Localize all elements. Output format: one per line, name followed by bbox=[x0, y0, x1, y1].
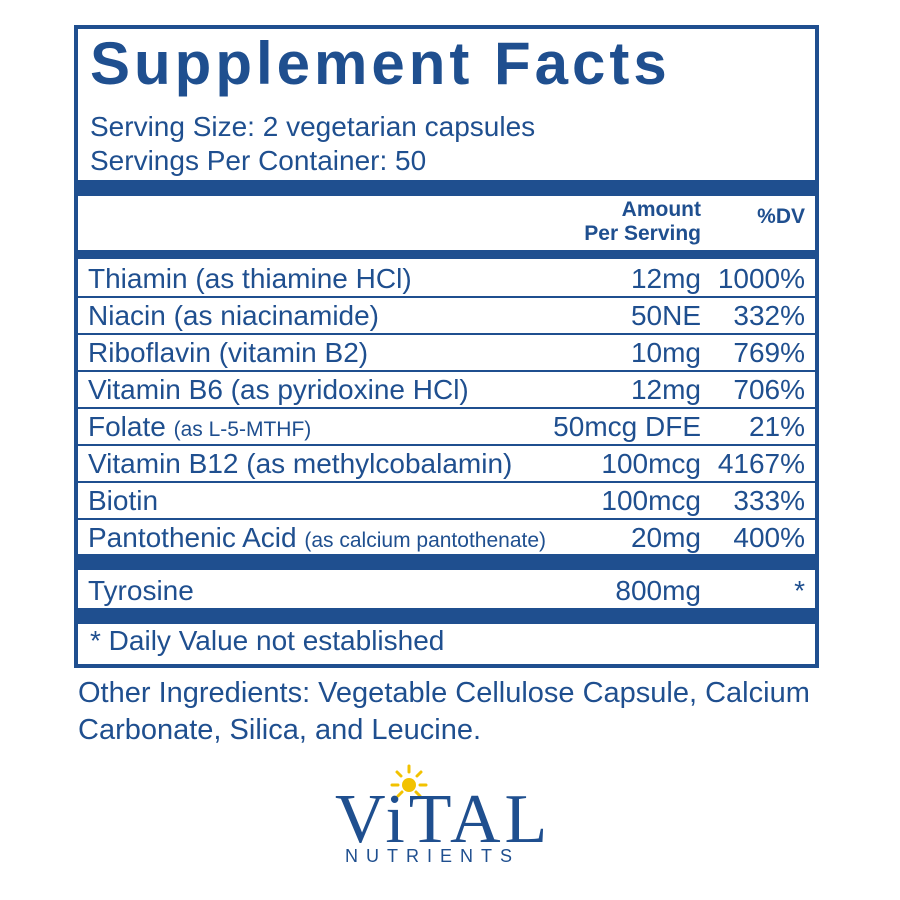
nutrient-name: Thiamin (as thiamine HCl) bbox=[88, 262, 412, 296]
row-divider bbox=[78, 444, 815, 446]
column-header-amount: Amount Per Serving bbox=[584, 198, 701, 246]
nutrient-row: Niacin (as niacinamide) 50NE 332% bbox=[78, 298, 815, 334]
footnote: * Daily Value not established bbox=[90, 625, 445, 656]
other-ingredients: Other Ingredients: Vegetable Cellulose C… bbox=[78, 677, 810, 746]
column-header-amount-line1: Amount bbox=[621, 198, 701, 221]
nutrient-amount: 12mg bbox=[630, 263, 701, 294]
nutrient-row: Vitamin B6 (as pyridoxine HCl) 12mg 706% bbox=[78, 372, 815, 408]
row-divider bbox=[78, 296, 815, 298]
medium-divider bbox=[78, 250, 815, 259]
nutrient-row: Folate (as L-5-MTHF) 50mcg DFE 21% bbox=[78, 409, 815, 445]
nutrient-name: Tyrosine bbox=[88, 575, 194, 606]
logo-subtitle: NUTRIENTS bbox=[345, 846, 520, 866]
nutrient-name: Vitamin B12 (as methylcobalamin) bbox=[88, 447, 512, 481]
nutrient-name-main: Vitamin B6 (as pyridoxine HCl) bbox=[88, 374, 469, 405]
nutrient-name: Niacin (as niacinamide) bbox=[88, 299, 379, 333]
serving-size: Serving Size: 2 vegetarian capsules bbox=[90, 111, 536, 142]
nutrient-dv: * bbox=[794, 575, 805, 606]
nutrient-dv: 400% bbox=[733, 522, 805, 553]
nutrient-name-main: Pantothenic Acid bbox=[88, 522, 297, 553]
logo-wordmark: ViTAL bbox=[335, 781, 552, 858]
nutrient-amount: 800mg bbox=[615, 575, 701, 606]
nutrient-name: Vitamin B6 (as pyridoxine HCl) bbox=[88, 373, 469, 407]
nutrient-row: Vitamin B12 (as methylcobalamin) 100mcg 41… bbox=[78, 446, 815, 482]
nutrient-amount: 50NE bbox=[630, 300, 701, 331]
nutrient-dv: 1000% bbox=[717, 263, 805, 294]
nutrient-amount: 12mg bbox=[630, 374, 701, 405]
nutrient-amount: 100mcg bbox=[601, 485, 701, 516]
nutrient-name-main: Folate bbox=[88, 411, 166, 442]
row-divider bbox=[78, 370, 815, 372]
row-divider bbox=[78, 481, 815, 483]
nutrient-amount: 10mg bbox=[630, 337, 701, 368]
nutrient-dv: 4167% bbox=[717, 448, 805, 479]
thick-divider-middle bbox=[78, 554, 815, 570]
nutrient-name-main: Thiamin (as thiamine HCl) bbox=[88, 263, 412, 294]
nutrient-row-tyrosine: Tyrosine 800mg * bbox=[78, 573, 815, 609]
nutrient-amount: 20mg bbox=[630, 522, 701, 553]
column-header-amount-line2: Per Serving bbox=[584, 222, 701, 245]
nutrient-row: Thiamin (as thiamine HCl) 12mg 1000% bbox=[78, 261, 815, 297]
nutrient-row: Pantothenic Acid (as calcium pantothenat… bbox=[78, 520, 815, 556]
nutrient-name-main: Riboflavin (vitamin B2) bbox=[88, 337, 369, 368]
nutrient-name: Folate (as L-5-MTHF) bbox=[88, 410, 311, 447]
servings-per-container: Servings Per Container: 50 bbox=[90, 145, 427, 176]
row-divider bbox=[78, 407, 815, 409]
nutrient-row: Biotin 100mcg 333% bbox=[78, 483, 815, 519]
nutrient-name-main: Vitamin B12 (as methylcobalamin) bbox=[88, 448, 513, 479]
supplement-facts-panel: Supplement Facts Serving Size: 2 vegetar… bbox=[74, 25, 819, 668]
row-divider bbox=[78, 333, 815, 335]
nutrient-name-note: (as calcium pantothenate) bbox=[304, 529, 547, 552]
thick-divider-bottom bbox=[78, 608, 815, 624]
nutrient-amount: 100mcg bbox=[601, 448, 701, 479]
nutrient-row: Riboflavin (vitamin B2) 10mg 769% bbox=[78, 335, 815, 371]
nutrient-amount: 50mcg DFE bbox=[553, 411, 701, 442]
nutrient-name: Biotin bbox=[88, 484, 158, 518]
nutrient-name-main: Niacin (as niacinamide) bbox=[88, 300, 380, 331]
nutrient-name: Riboflavin (vitamin B2) bbox=[88, 336, 368, 370]
thick-divider-top bbox=[78, 180, 815, 196]
brand-logo: ViTAL NUTRIENTS bbox=[335, 760, 575, 880]
nutrient-name-note: (as L-5-MTHF) bbox=[173, 418, 312, 441]
nutrient-dv: 706% bbox=[733, 374, 805, 405]
column-header-dv: %DV bbox=[757, 205, 805, 228]
nutrient-dv: 332% bbox=[733, 300, 805, 331]
nutrient-dv: 21% bbox=[748, 411, 805, 442]
panel-title: Supplement Facts bbox=[90, 30, 671, 97]
nutrient-dv: 769% bbox=[733, 337, 805, 368]
nutrient-name-main: Biotin bbox=[88, 485, 159, 516]
nutrient-name: Pantothenic Acid (as calcium pantothenat… bbox=[88, 521, 546, 558]
row-divider bbox=[78, 518, 815, 520]
nutrient-dv: 333% bbox=[733, 485, 805, 516]
sun-icon bbox=[390, 764, 428, 798]
